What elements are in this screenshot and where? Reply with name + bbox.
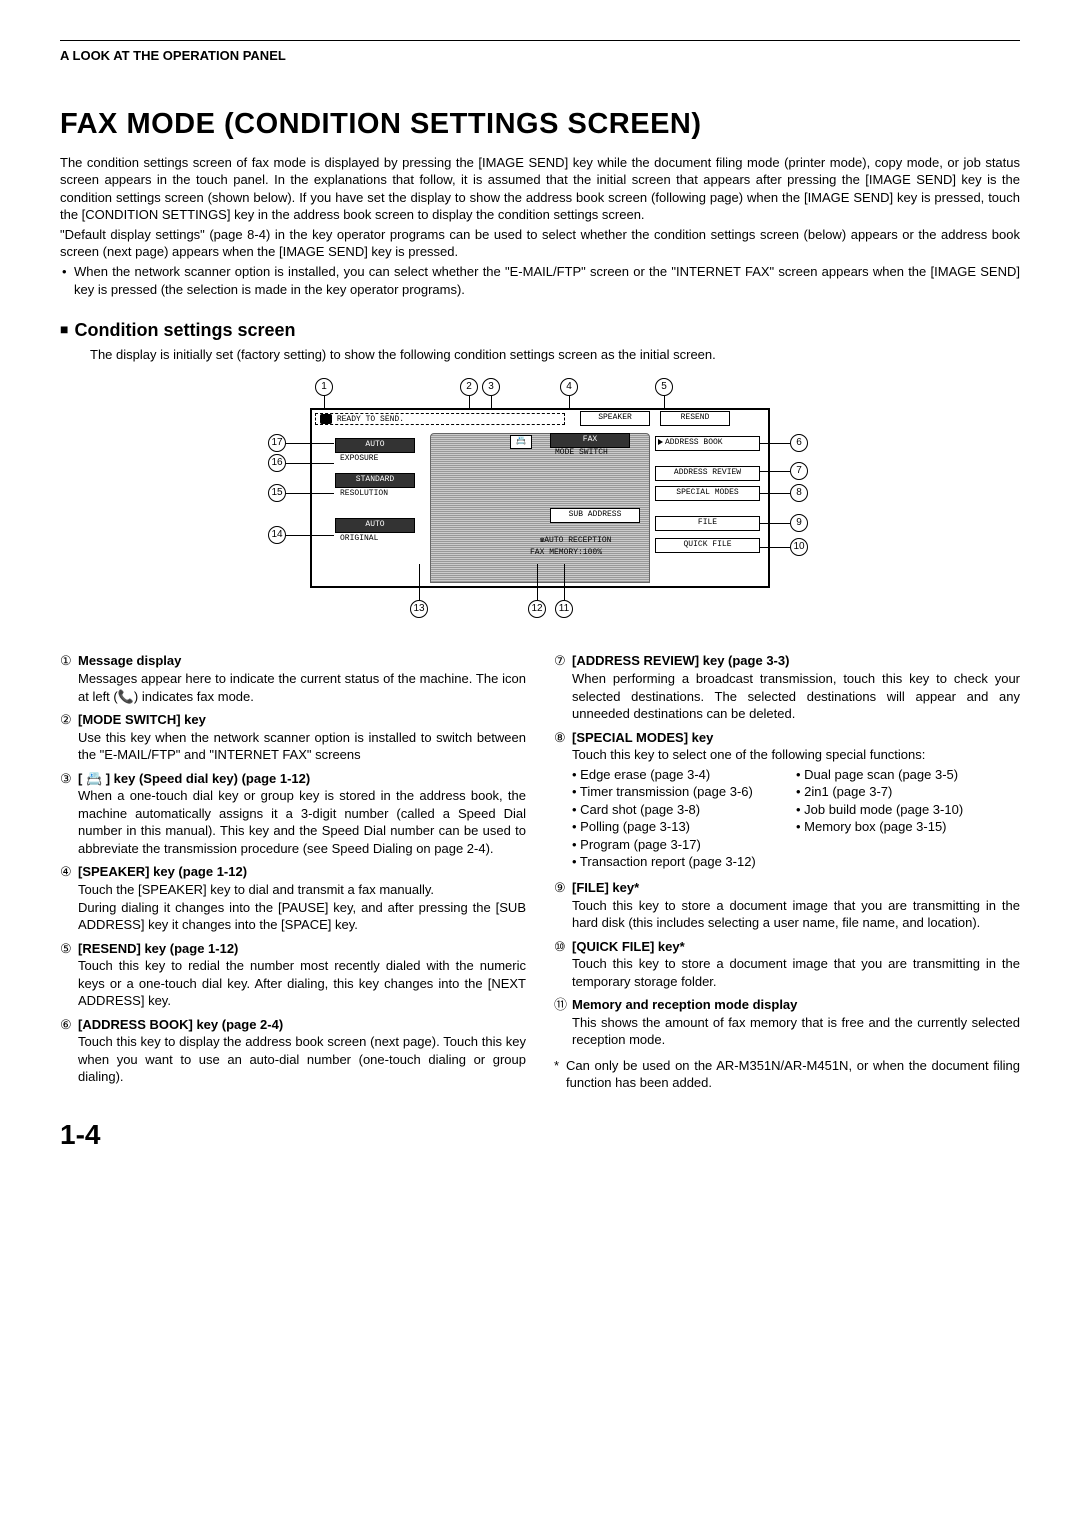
resend-btn: RESEND: [660, 411, 730, 426]
callout-17: 17: [268, 434, 286, 452]
callout-12: 12: [528, 600, 546, 618]
file-btn: FILE: [655, 516, 760, 531]
intro-p2: "Default display settings" (page 8-4) in…: [60, 226, 1020, 261]
callout-14: 14: [268, 526, 286, 544]
callout-10: 10: [790, 538, 808, 556]
item-4-desc: Touch the [SPEAKER] key to dial and tran…: [78, 881, 526, 934]
item-11-desc: This shows the amount of fax memory that…: [572, 1014, 1020, 1049]
footnote: Can only be used on the AR-M351N/AR-M451…: [554, 1057, 1020, 1092]
callout-13: 13: [410, 600, 428, 618]
callout-5: 5: [655, 378, 673, 396]
callout-16: 16: [268, 454, 286, 472]
item-8-title: [SPECIAL MODES] key: [572, 729, 1020, 747]
callout-6: 6: [790, 434, 808, 452]
item-9-title: [FILE] key*: [572, 879, 1020, 897]
auto-btn: AUTO: [335, 438, 415, 453]
quick-file-btn: QUICK FILE: [655, 538, 760, 553]
item-3-title: [ 📇 ] key (Speed dial key) (page 1-12): [78, 770, 526, 788]
speaker-btn: SPEAKER: [580, 411, 650, 426]
subheading: ■Condition settings screen: [60, 318, 1020, 342]
address-review-btn: ADDRESS REVIEW: [655, 466, 760, 481]
item-1-desc: Messages appear here to indicate the cur…: [78, 670, 526, 705]
callout-3: 3: [482, 378, 500, 396]
callout-8: 8: [790, 484, 808, 502]
special-modes-list: • Edge erase (page 3-4)• Dual page scan …: [572, 766, 1020, 871]
item-9-desc: Touch this key to store a document image…: [572, 897, 1020, 932]
callout-9: 9: [790, 514, 808, 532]
fax-btn: FAX: [550, 433, 630, 448]
item-2-desc: Use this key when the network scanner op…: [78, 729, 526, 764]
item-7-desc: When performing a broadcast transmission…: [572, 670, 1020, 723]
left-column: ①Message displayMessages appear here to …: [60, 652, 526, 1092]
speed-dial-icon: 📇: [510, 435, 532, 449]
section-header: A LOOK AT THE OPERATION PANEL: [60, 47, 1020, 65]
page-title: FAX MODE (CONDITION SETTINGS SCREEN): [60, 105, 1020, 144]
item-10-title: [QUICK FILE] key*: [572, 938, 1020, 956]
sub-address-btn: SUB ADDRESS: [550, 508, 640, 523]
condition-screen-diagram: 1 2 3 4 5 READY TO SEND. SPEAKER RESEND …: [260, 378, 820, 628]
special-modes-btn: SPECIAL MODES: [655, 486, 760, 501]
item-5-title: [RESEND] key (page 1-12): [78, 940, 526, 958]
callout-15: 15: [268, 484, 286, 502]
callout-11: 11: [555, 600, 573, 618]
callout-4: 4: [560, 378, 578, 396]
intro-p1: The condition settings screen of fax mod…: [60, 154, 1020, 224]
right-column: ⑦[ADDRESS REVIEW] key (page 3-3)When per…: [554, 652, 1020, 1092]
item-10-desc: Touch this key to store a document image…: [572, 955, 1020, 990]
item-11-title: Memory and reception mode display: [572, 996, 1020, 1014]
item-3-desc: When a one-touch dial key or group key i…: [78, 787, 526, 857]
item-2-title: [MODE SWITCH] key: [78, 711, 526, 729]
page-number: 1-4: [60, 1116, 1020, 1154]
auto2-btn: AUTO: [335, 518, 415, 533]
item-1-title: Message display: [78, 652, 526, 670]
item-8-desc: Touch this key to select one of the foll…: [572, 746, 1020, 764]
standard-btn: STANDARD: [335, 473, 415, 488]
item-7-title: [ADDRESS REVIEW] key (page 3-3): [572, 652, 1020, 670]
item-4-title: [SPEAKER] key (page 1-12): [78, 863, 526, 881]
item-6-desc: Touch this key to display the address bo…: [78, 1033, 526, 1086]
item-5-desc: Touch this key to redial the number most…: [78, 957, 526, 1010]
callout-7: 7: [790, 462, 808, 480]
subtext: The display is initially set (factory se…: [90, 346, 1020, 364]
intro-block: The condition settings screen of fax mod…: [60, 154, 1020, 298]
callout-1: 1: [315, 378, 333, 396]
callout-2: 2: [460, 378, 478, 396]
intro-p3: When the network scanner option is insta…: [60, 263, 1020, 298]
address-book-btn: ADDRESS BOOK: [655, 436, 760, 451]
item-6-title: [ADDRESS BOOK] key (page 2-4): [78, 1016, 526, 1034]
